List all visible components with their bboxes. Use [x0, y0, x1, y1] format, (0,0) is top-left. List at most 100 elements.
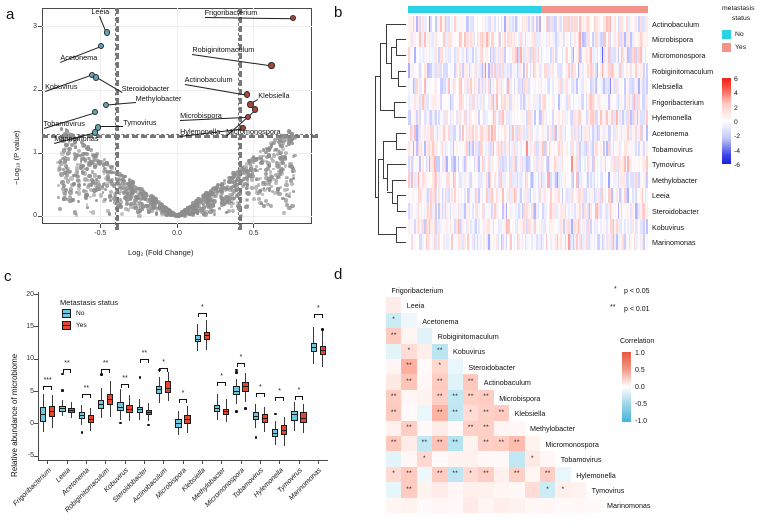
scatter-point	[157, 200, 162, 205]
scatter-point	[102, 172, 106, 176]
heatmap-cell	[604, 156, 607, 172]
heatmap-cell	[497, 94, 500, 110]
heatmap-cell	[465, 125, 468, 141]
heatmap-cell	[580, 109, 583, 126]
whisker-upper	[128, 394, 130, 406]
heatmap-cell	[601, 16, 604, 32]
heatmap-cell	[451, 125, 454, 141]
heatmap-cell	[547, 218, 550, 235]
scatter-point	[146, 209, 152, 214]
heatmap-cell	[588, 16, 591, 32]
heatmap-cell	[595, 109, 598, 126]
heatmap-cell	[588, 203, 591, 219]
heatmap-cell	[532, 187, 535, 204]
heatmap-cell	[529, 31, 532, 48]
heatmap-cell	[576, 172, 578, 188]
median-line	[203, 335, 210, 337]
heatmap-cell	[548, 78, 551, 94]
heatmap-cell	[449, 78, 452, 94]
heatmap-cell	[416, 172, 418, 188]
scatter-point	[285, 180, 289, 183]
heatmap-cell	[632, 47, 634, 63]
correlation-cell	[416, 389, 433, 406]
heatmap-cell	[451, 62, 454, 79]
heatmap-cell	[457, 16, 460, 32]
heatmap-cell	[536, 94, 538, 110]
heatmap-cell	[609, 78, 612, 94]
heatmap-cell	[604, 125, 607, 141]
heatmap-cell	[427, 234, 430, 250]
heatmap-cell	[497, 62, 500, 79]
heatmap-cell	[425, 187, 428, 204]
heatmap-cell	[590, 94, 593, 110]
heatmap-cell	[416, 16, 418, 32]
heatmap-cell	[484, 78, 487, 94]
heatmap-cell	[627, 203, 630, 219]
heatmap-cell	[518, 78, 521, 94]
heatmap-cell	[619, 94, 622, 110]
heatmap-cell	[582, 31, 585, 48]
heatmap-cell	[600, 47, 602, 63]
heatmap-cell	[528, 203, 530, 219]
outlier-point	[321, 328, 325, 331]
scatter-point	[254, 165, 258, 169]
heatmap-cell	[489, 109, 492, 126]
heatmap-cell	[595, 203, 598, 219]
correlation-cell	[386, 451, 402, 467]
heatmap-cell	[436, 156, 439, 172]
heatmap-cell	[643, 47, 646, 63]
heatmap-cell	[545, 203, 548, 219]
heatmap-cell	[529, 109, 532, 126]
heatmap-cell	[470, 47, 473, 63]
scatter-point	[68, 186, 74, 192]
heatmap-cell	[473, 109, 476, 126]
heatmap-cell	[532, 218, 535, 235]
heatmap-cell	[539, 172, 542, 188]
heatmap-cell	[420, 62, 423, 79]
heatmap-cell	[451, 234, 454, 250]
heatmap-cell	[492, 172, 495, 188]
heatmap-cell	[603, 109, 606, 126]
heatmap-cell	[560, 125, 562, 141]
heatmap-cell	[468, 187, 471, 204]
heatmap-cell	[422, 203, 425, 219]
scatter-point	[259, 167, 263, 171]
heatmap-cell	[470, 140, 473, 157]
heatmap-cell	[630, 47, 633, 63]
heatmap-cell	[532, 94, 535, 110]
scatter-point	[208, 205, 212, 209]
heatmap-cell	[571, 78, 574, 94]
heatmap-cell	[464, 16, 466, 32]
heatmap-cell	[500, 172, 503, 188]
heatmap-cell	[424, 78, 426, 94]
heatmap-cell	[504, 218, 506, 235]
scatter-point	[211, 198, 217, 204]
heatmap-cell	[547, 125, 550, 141]
panel-c-x-tick	[163, 460, 165, 464]
heatmap-cell	[574, 234, 577, 250]
heatmap-cell	[552, 109, 554, 126]
heatmap-cell	[640, 109, 642, 126]
heatmap-cell	[532, 203, 535, 219]
heatmap-cell	[448, 125, 450, 141]
heatmap-cell	[540, 156, 543, 172]
heatmap-cell	[643, 172, 646, 188]
heatmap-cell	[499, 172, 502, 188]
scatter-point	[226, 210, 230, 214]
heatmap-cell	[553, 109, 556, 126]
heatmap-cell	[518, 109, 521, 126]
correlation-significance: **	[483, 393, 489, 401]
heatmap-cell	[576, 109, 578, 126]
heatmap-cell	[536, 140, 538, 157]
heatmap-cell	[627, 218, 630, 235]
heatmap-cell	[548, 187, 551, 204]
heatmap-cell	[489, 78, 492, 94]
scatter-point	[122, 187, 126, 191]
heatmap-row	[408, 234, 649, 250]
heatmap-cell	[524, 172, 527, 188]
heatmap-cell	[443, 109, 446, 126]
volcano-label-actinobaculum: Actinobaculum	[184, 74, 233, 84]
scatter-point	[287, 205, 292, 211]
heatmap-cell	[472, 125, 474, 141]
heatmap-cell	[526, 218, 529, 235]
